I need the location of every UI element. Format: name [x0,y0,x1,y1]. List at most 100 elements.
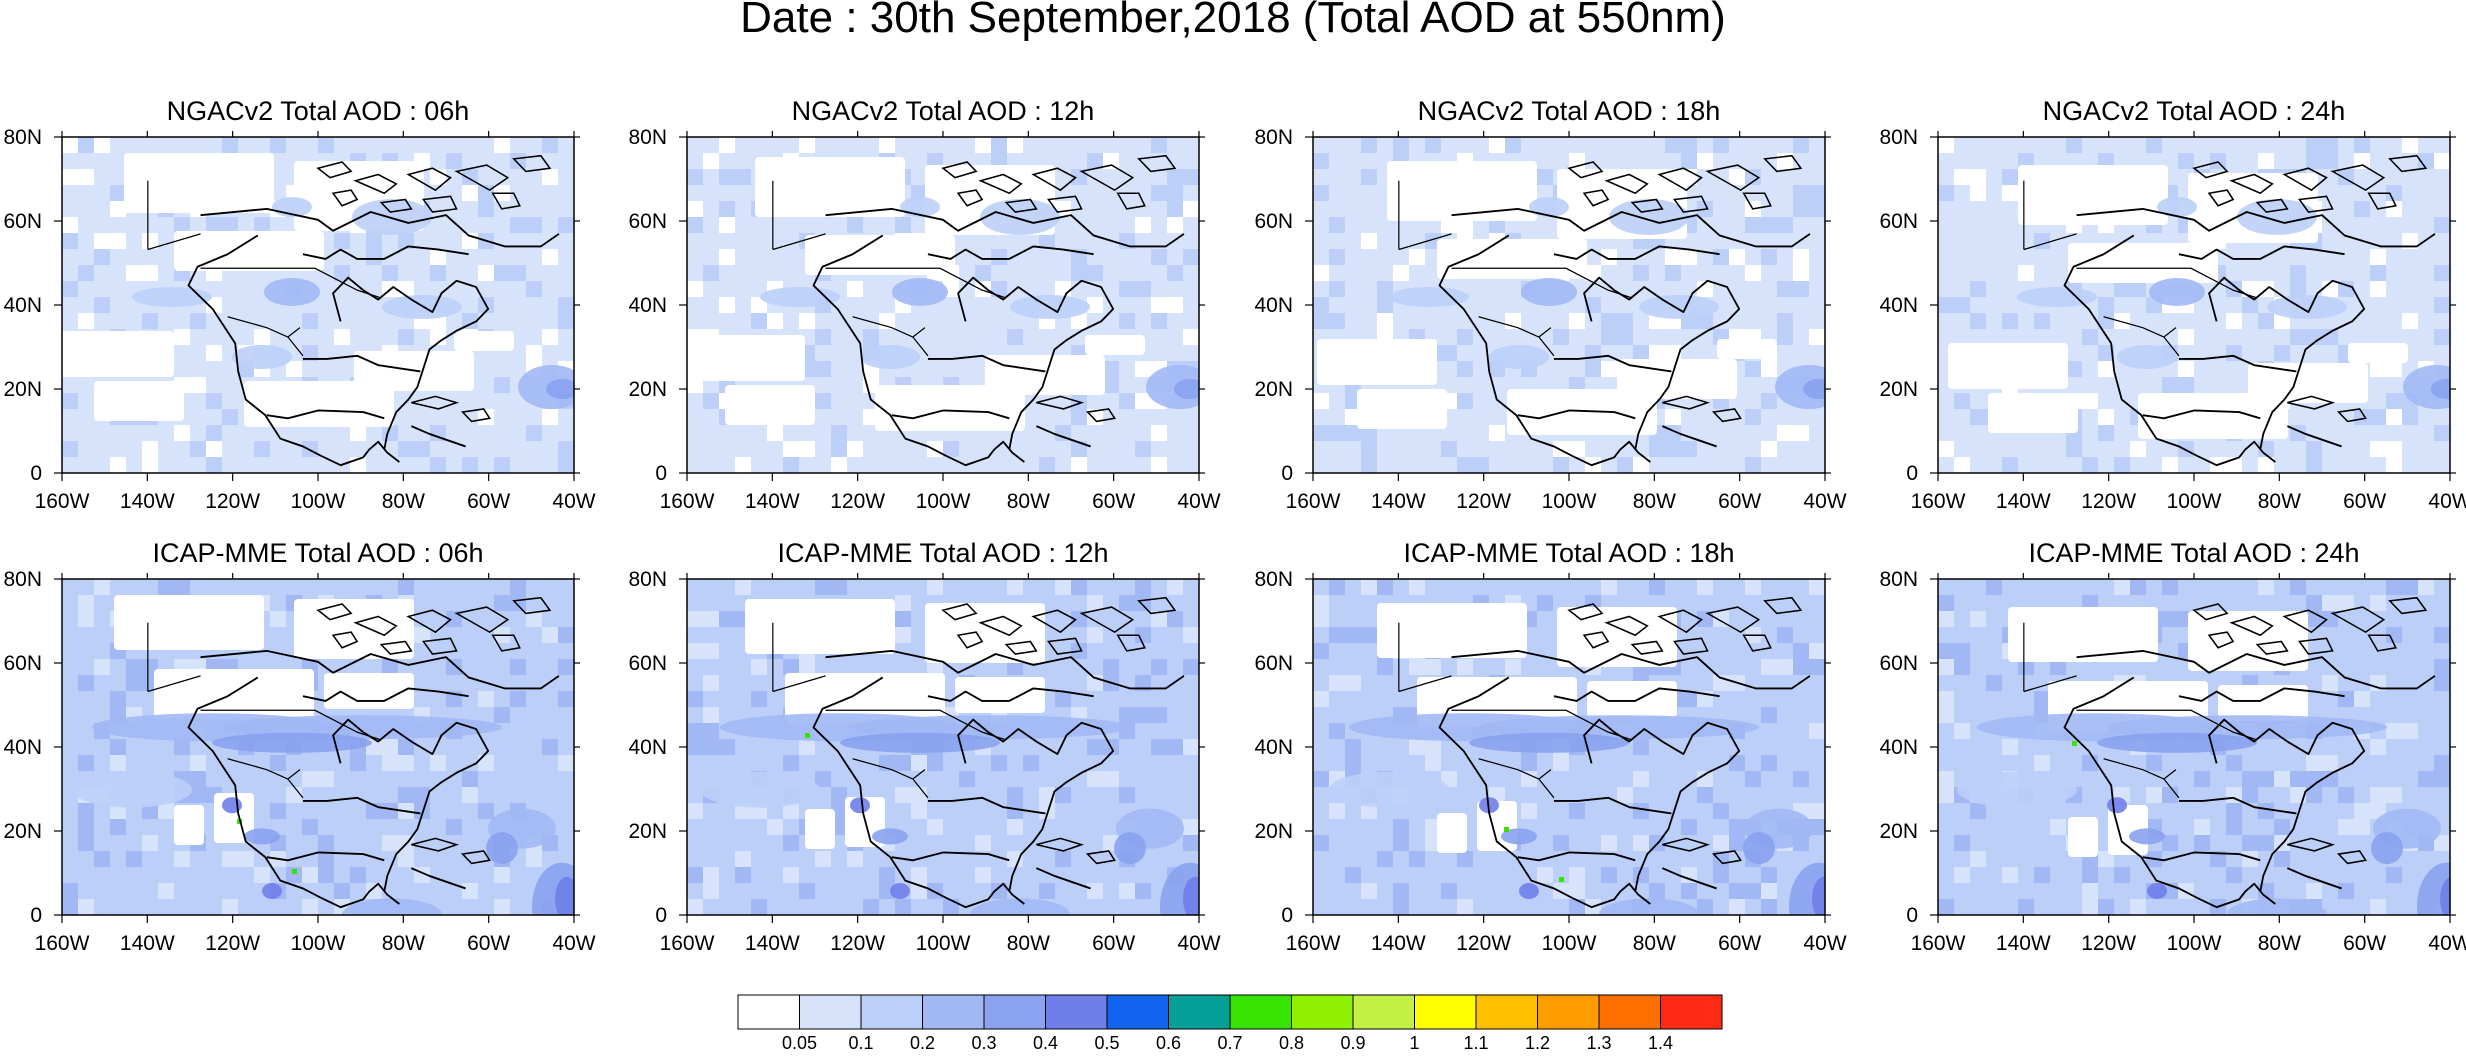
y-tick-label: 60N [1879,210,1918,233]
colorbar-swatch [1352,994,1415,1030]
panel-title: NGACv2 Total AOD : 24h [2043,96,2346,126]
y-tick-label: 80N [628,126,667,149]
x-tick-label: 100W [916,932,971,955]
colorbar-swatch [1291,994,1354,1030]
y-tick-label: 40N [1254,294,1293,317]
y-tick-label: 0 [1281,462,1293,485]
aod-field [687,137,1199,473]
colorbar-swatch [1168,994,1231,1030]
aod-field [62,137,574,473]
x-tick-label: 80W [1007,490,1050,513]
y-tick-label: 60N [628,210,667,233]
y-tick-label: 20N [1254,378,1293,401]
hotspot-cell [292,869,297,874]
y-tick-label: 60N [628,652,667,675]
colorbar-label: 1.4 [1648,1033,1673,1053]
y-tick-label: 40N [3,736,42,759]
y-tick-label: 0 [1906,462,1918,485]
panel-title: NGACv2 Total AOD : 12h [792,96,1095,126]
map-panel: NGACv2 Total AOD : 24h 160W 140W 120W 100W 80… [1879,96,2466,513]
aod-field [62,579,574,915]
colorbar-swatch [922,994,985,1030]
map-panel: NGACv2 Total AOD : 18h 160W 140W 120W 100W 80… [1254,96,1846,513]
x-tick-label: 60W [1092,490,1135,513]
y-tick-label: 40N [1254,736,1293,759]
hotspot-cell [2072,741,2077,746]
colorbar-label: 0.3 [971,1033,996,1053]
x-tick-label: 160W [660,932,715,955]
y-tick-label: 80N [628,568,667,591]
x-tick-label: 120W [830,932,885,955]
colorbar-label: 0.05 [782,1033,817,1053]
x-tick-label: 160W [1286,490,1341,513]
colorbar-swatch [1537,994,1600,1030]
hotspot-cell [1504,827,1509,832]
y-tick-label: 40N [1879,736,1918,759]
colorbar-label: 0.8 [1279,1033,1304,1053]
y-tick-label: 40N [3,294,42,317]
x-tick-label: 100W [2167,490,2222,513]
x-tick-label: 140W [1371,490,1426,513]
x-tick-label: 100W [1542,932,1597,955]
y-tick-label: 0 [30,904,42,927]
x-tick-label: 100W [2167,932,2222,955]
x-tick-label: 140W [1996,490,2051,513]
x-tick-label: 80W [1007,932,1050,955]
colorbar-label: 0.4 [1033,1033,1058,1053]
x-tick-label: 60W [467,932,510,955]
colorbar-label: 0.6 [1156,1033,1181,1053]
x-tick-label: 40W [1177,490,1220,513]
y-tick-label: 60N [1254,652,1293,675]
x-tick-label: 80W [2258,932,2301,955]
x-tick-label: 60W [2343,490,2386,513]
colorbar-swatch [1414,994,1477,1030]
x-tick-label: 40W [1803,490,1846,513]
aod-field [1313,137,1825,473]
x-tick-label: 80W [1633,490,1676,513]
colorbar-label: 1.1 [1463,1033,1488,1053]
x-tick-label: 120W [2081,932,2136,955]
x-tick-label: 40W [1803,932,1846,955]
colorbar-swatch [737,994,800,1030]
x-tick-label: 140W [745,490,800,513]
y-tick-label: 40N [628,736,667,759]
panel-title: ICAP-MME Total AOD : 06h [152,538,483,568]
map-panel: NGACv2 Total AOD : 06h 160W 140W 120W 100W 80… [3,96,595,513]
x-tick-label: 140W [745,932,800,955]
map-panel: NGACv2 Total AOD : 12h 160W 140W 120W 100W 80… [628,96,1220,513]
y-tick-label: 80N [3,568,42,591]
y-tick-label: 20N [1879,820,1918,843]
x-tick-label: 80W [382,490,425,513]
hotspot-cell [805,733,810,738]
x-tick-label: 160W [660,490,715,513]
panel-title: NGACv2 Total AOD : 06h [167,96,470,126]
panel-title: ICAP-MME Total AOD : 18h [1403,538,1734,568]
y-tick-label: 80N [1879,568,1918,591]
x-tick-label: 40W [552,932,595,955]
colorbar-label: 1 [1409,1033,1419,1053]
x-tick-label: 40W [1177,932,1220,955]
y-tick-label: 20N [628,378,667,401]
colorbar-label: 1.3 [1586,1033,1611,1053]
x-tick-label: 60W [1092,932,1135,955]
x-tick-label: 40W [2428,490,2466,513]
x-tick-label: 80W [2258,490,2301,513]
y-tick-label: 60N [1879,652,1918,675]
y-tick-label: 60N [3,652,42,675]
map-panel: ICAP-MME Total AOD : 24h 160W 140W 120W 100W… [1879,538,2466,955]
x-tick-label: 120W [830,490,885,513]
x-tick-label: 100W [916,490,971,513]
panel-title: ICAP-MME Total AOD : 24h [2028,538,2359,568]
colorbar-swatch [860,994,923,1030]
y-tick-label: 0 [655,904,667,927]
x-tick-label: 40W [2428,932,2466,955]
x-tick-label: 160W [35,490,90,513]
colorbar-swatch [1475,994,1538,1030]
y-tick-label: 40N [628,294,667,317]
y-tick-label: 0 [655,462,667,485]
y-tick-label: 60N [1254,210,1293,233]
colorbar-swatch [983,994,1046,1030]
x-tick-label: 100W [1542,490,1597,513]
aod-field [687,579,1199,915]
